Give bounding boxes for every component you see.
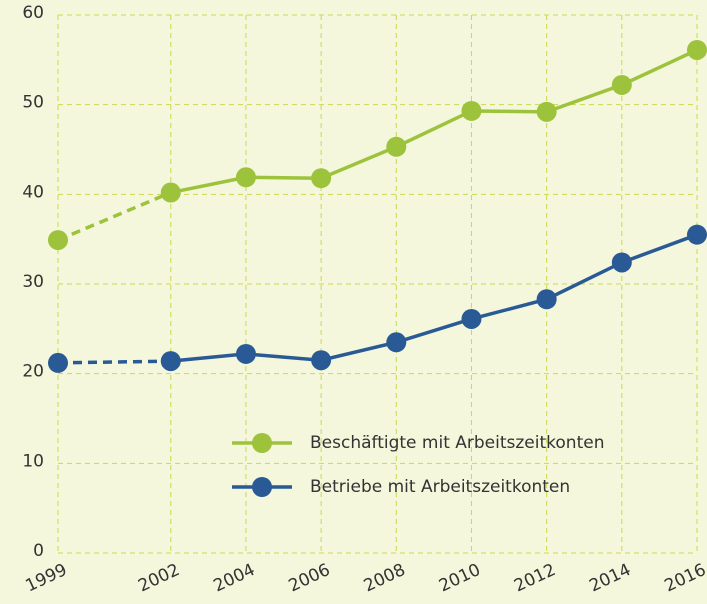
x-tick-label: 1999 xyxy=(23,560,71,596)
data-point xyxy=(235,343,256,364)
data-point xyxy=(611,74,632,95)
data-point xyxy=(235,167,256,188)
data-point xyxy=(311,350,332,371)
data-point xyxy=(160,351,181,372)
legend-marker xyxy=(252,433,272,453)
x-tick-label: 2016 xyxy=(662,560,707,596)
legend-marker xyxy=(252,477,272,497)
data-point xyxy=(687,39,707,60)
data-point xyxy=(386,332,407,353)
x-tick-label: 2002 xyxy=(135,560,183,596)
data-point xyxy=(687,224,707,245)
y-tick-label: 0 xyxy=(33,541,44,561)
data-point xyxy=(160,182,181,203)
data-point xyxy=(48,230,68,251)
data-point xyxy=(611,252,632,273)
series-line xyxy=(170,48,698,195)
data-point xyxy=(48,352,68,373)
legend: Beschäftigte mit Arbeitszeitkonten Betrie… xyxy=(232,433,604,497)
data-point xyxy=(461,308,482,329)
y-tick-label: 30 xyxy=(22,272,44,292)
y-tick-label: 20 xyxy=(22,362,44,382)
x-tick-label: 2010 xyxy=(436,560,484,596)
data-point xyxy=(311,168,332,189)
data-point xyxy=(536,101,557,122)
y-tick-label: 40 xyxy=(22,182,44,202)
x-tick-label: 2006 xyxy=(286,560,334,596)
data-point xyxy=(386,136,407,157)
data-point xyxy=(536,289,557,310)
x-tick-label: 2014 xyxy=(586,560,634,596)
data-point xyxy=(461,100,482,121)
y-tick-label: 60 xyxy=(22,3,44,23)
x-tick-label: 2004 xyxy=(211,560,259,596)
x-tick-label: 2012 xyxy=(511,560,559,596)
series-line xyxy=(57,359,171,365)
legend-label: Beschäftigte mit Arbeitszeitkonten xyxy=(310,433,604,453)
y-tick-label: 50 xyxy=(22,93,44,113)
x-tick-label: 2008 xyxy=(361,560,409,596)
y-tick-label: 10 xyxy=(22,451,44,471)
series-line xyxy=(57,190,172,242)
series-line xyxy=(170,233,698,363)
legend-label: Betriebe mit Arbeitszeitkonten xyxy=(310,477,570,497)
